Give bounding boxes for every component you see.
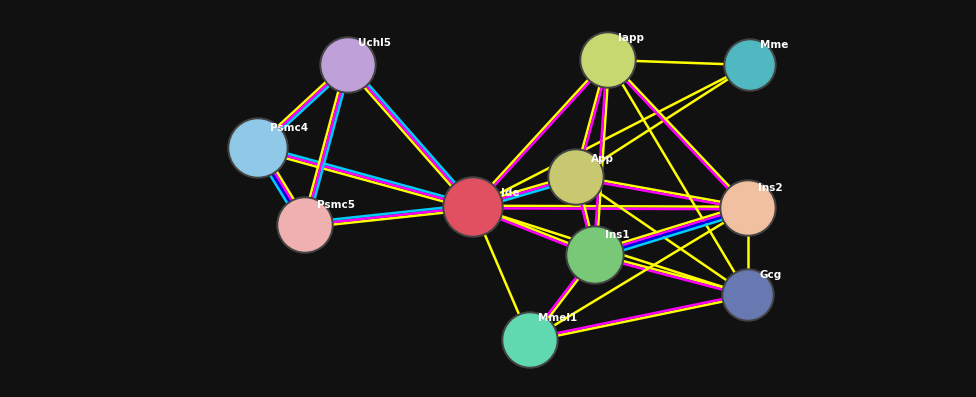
Circle shape: [550, 151, 602, 203]
Circle shape: [566, 226, 624, 284]
Circle shape: [502, 312, 558, 368]
Text: Psmc4: Psmc4: [270, 123, 308, 133]
Circle shape: [277, 197, 333, 253]
Circle shape: [568, 228, 622, 282]
Circle shape: [724, 271, 772, 319]
Circle shape: [445, 179, 501, 235]
Text: Iapp: Iapp: [618, 33, 644, 43]
Circle shape: [589, 40, 628, 79]
Circle shape: [286, 206, 324, 245]
Text: Ins1: Ins1: [605, 230, 630, 240]
Circle shape: [726, 41, 774, 89]
Circle shape: [732, 47, 768, 83]
Circle shape: [722, 269, 774, 321]
Circle shape: [728, 189, 767, 227]
Circle shape: [722, 182, 774, 234]
Circle shape: [510, 320, 549, 360]
Circle shape: [452, 186, 494, 228]
Circle shape: [320, 37, 376, 93]
Circle shape: [322, 39, 374, 91]
Circle shape: [230, 120, 286, 176]
Circle shape: [504, 314, 556, 366]
Text: Mme: Mme: [760, 40, 789, 50]
Circle shape: [556, 158, 595, 197]
Circle shape: [329, 46, 368, 85]
Circle shape: [730, 277, 766, 313]
Text: Gcg: Gcg: [760, 270, 782, 280]
Text: Psmc5: Psmc5: [317, 200, 355, 210]
Text: App: App: [591, 154, 614, 164]
Circle shape: [548, 149, 604, 205]
Circle shape: [237, 127, 279, 169]
Text: Ide: Ide: [501, 188, 519, 198]
Circle shape: [443, 177, 503, 237]
Circle shape: [724, 39, 776, 91]
Circle shape: [580, 32, 636, 88]
Circle shape: [575, 235, 615, 275]
Circle shape: [720, 180, 776, 236]
Circle shape: [228, 118, 288, 178]
Text: Uchl5: Uchl5: [358, 38, 391, 48]
Circle shape: [582, 34, 634, 86]
Text: Mmel1: Mmel1: [538, 313, 577, 323]
Text: Ins2: Ins2: [758, 183, 783, 193]
Circle shape: [279, 199, 331, 251]
